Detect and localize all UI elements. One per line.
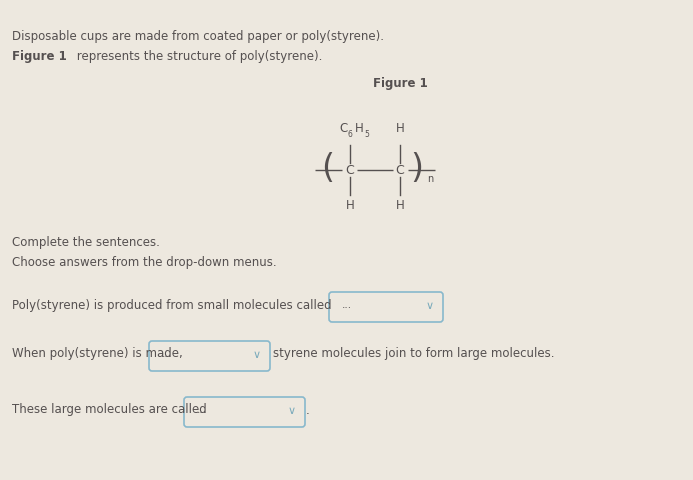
Text: ): ) xyxy=(410,153,423,185)
Text: H: H xyxy=(346,199,354,212)
Text: ∨: ∨ xyxy=(288,406,296,416)
Text: When poly(styrene) is made,: When poly(styrene) is made, xyxy=(12,348,183,360)
Text: H: H xyxy=(355,122,364,135)
Text: ∨: ∨ xyxy=(253,350,261,360)
Text: represents the structure of poly(styrene).: represents the structure of poly(styrene… xyxy=(73,50,323,63)
Text: ...: ... xyxy=(197,405,207,415)
Text: 6: 6 xyxy=(348,130,353,139)
Text: .: . xyxy=(306,404,310,417)
Text: Figure 1: Figure 1 xyxy=(373,77,428,90)
Text: These large molecules are called: These large molecules are called xyxy=(12,404,207,417)
Text: Figure 1: Figure 1 xyxy=(12,50,67,63)
Text: ...: ... xyxy=(342,300,352,310)
Text: Disposable cups are made from coated paper or poly(styrene).: Disposable cups are made from coated pap… xyxy=(12,30,385,43)
FancyBboxPatch shape xyxy=(149,341,270,371)
Text: Poly(styrene) is produced from small molecules called: Poly(styrene) is produced from small mol… xyxy=(12,299,332,312)
Text: H: H xyxy=(396,122,405,135)
Text: C: C xyxy=(396,164,405,177)
Text: n: n xyxy=(427,174,433,184)
Text: ∨: ∨ xyxy=(426,301,434,311)
Text: C: C xyxy=(340,122,348,135)
Text: C: C xyxy=(346,164,354,177)
Text: ...: ... xyxy=(162,349,172,359)
FancyBboxPatch shape xyxy=(184,397,305,427)
FancyBboxPatch shape xyxy=(329,292,443,322)
Text: Choose answers from the drop-down menus.: Choose answers from the drop-down menus. xyxy=(12,256,277,269)
Text: (: ( xyxy=(322,153,335,185)
Text: Complete the sentences.: Complete the sentences. xyxy=(12,236,160,249)
Text: H: H xyxy=(396,199,405,212)
Text: styrene molecules join to form large molecules.: styrene molecules join to form large mol… xyxy=(273,348,554,360)
Text: 5: 5 xyxy=(364,130,369,139)
